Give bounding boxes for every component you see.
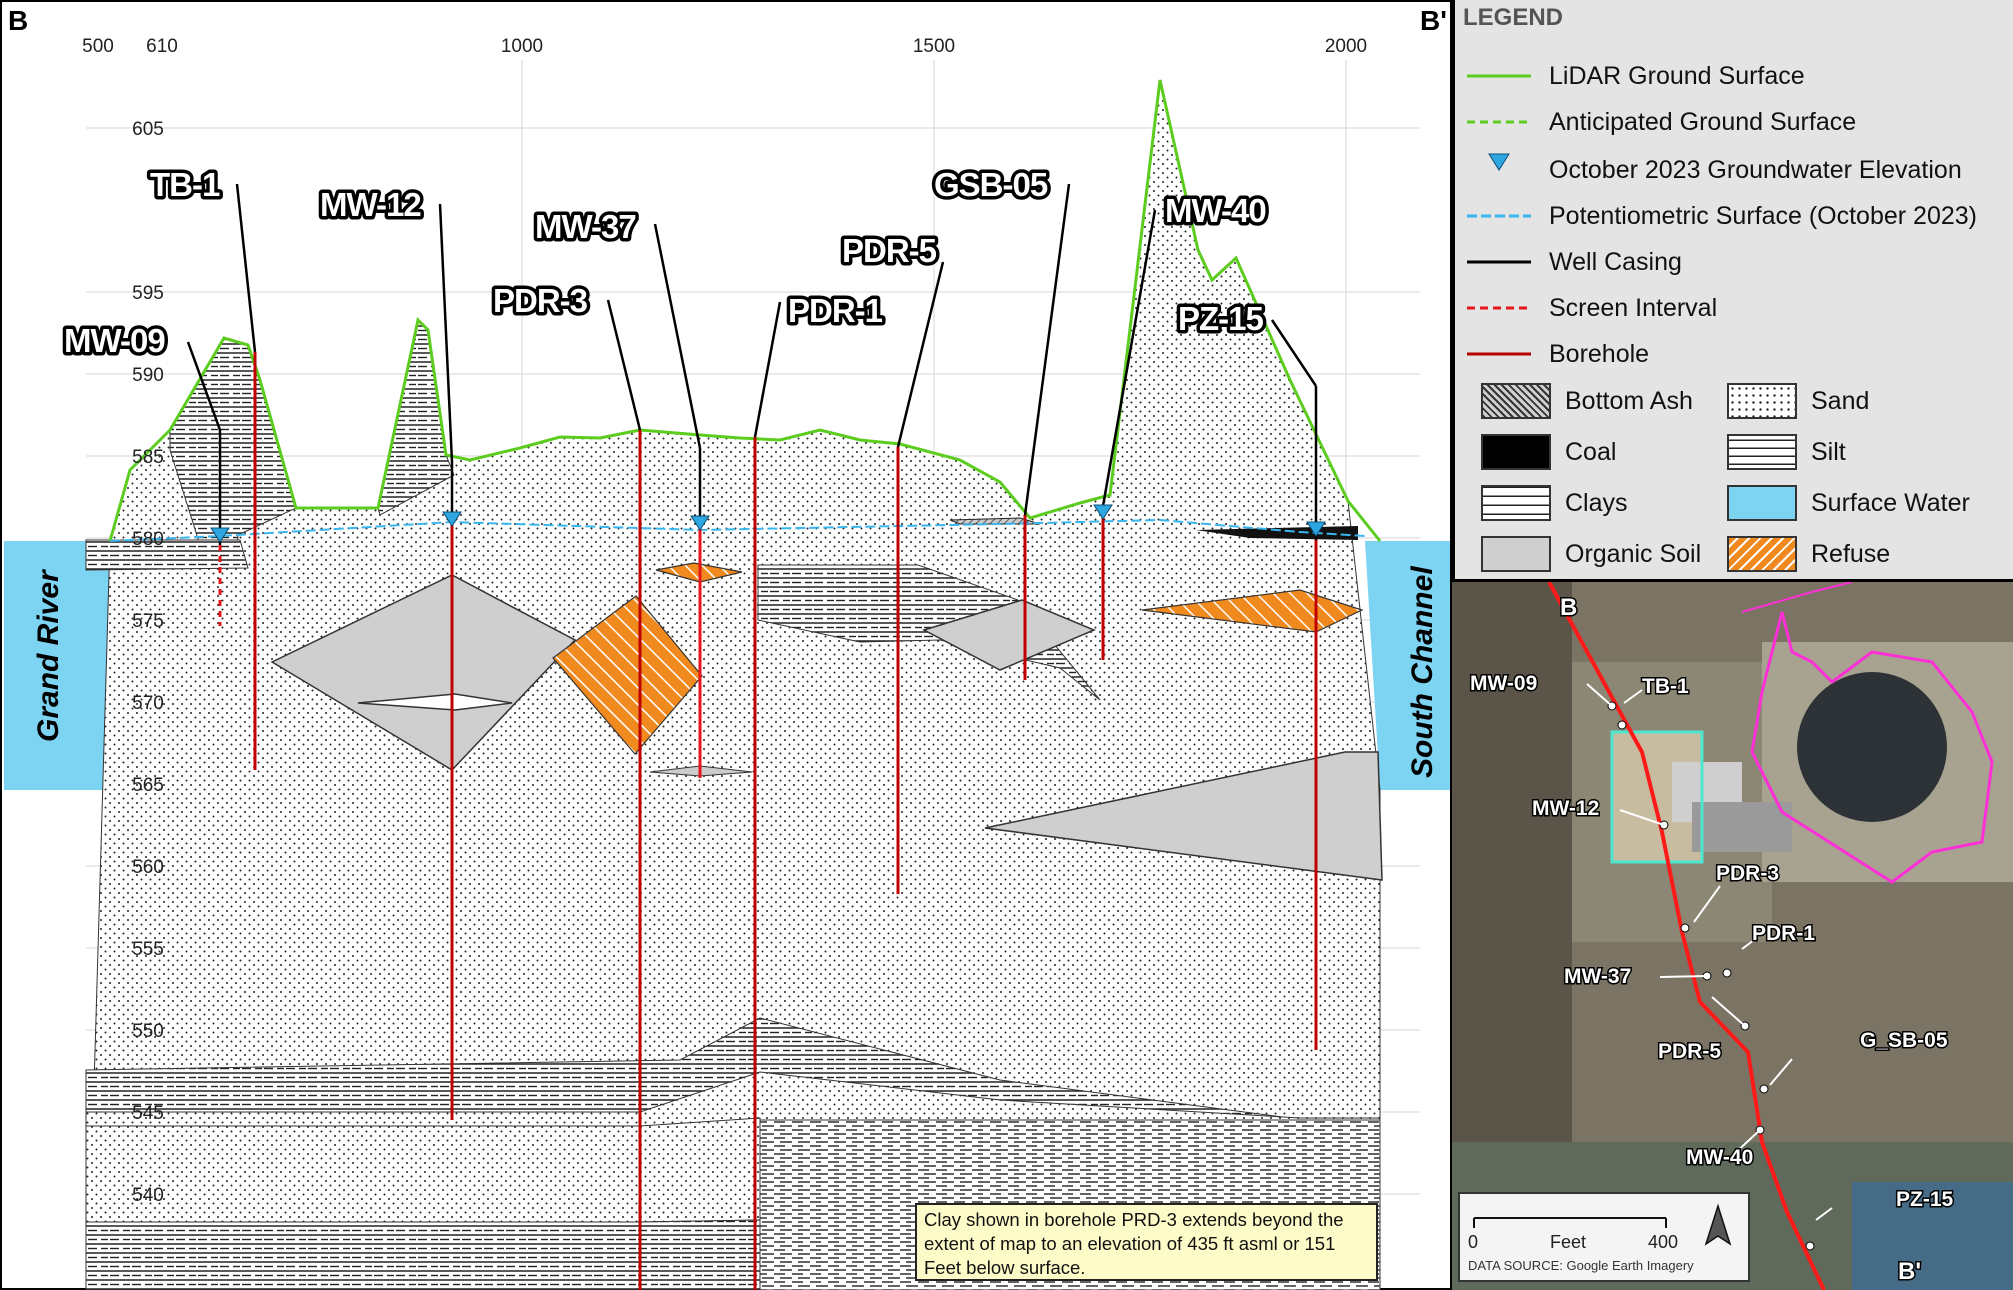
legend-pattern-coal: Coal <box>1481 431 1616 473</box>
groundwater-markers <box>210 504 1326 543</box>
section-end-label: B' <box>1420 5 1447 36</box>
well-label-pz-15: PZ-15 <box>1178 300 1264 337</box>
scale-bar-box: 0 Feet 400 DATA SOURCE: Google Earth Ima… <box>1458 1192 1750 1282</box>
svg-text:550: 550 <box>132 1021 164 1042</box>
svg-text:575: 575 <box>132 611 164 632</box>
cross-section-plot: 500 610 1000 1500 2000 605 595 590 585 5… <box>0 0 1452 1290</box>
legend-panel: LEGEND LiDAR Ground Surface Anticipated … <box>1452 0 2013 582</box>
inset-label-mw-40: MW-40 <box>1684 1145 1754 1171</box>
bottom-ash-swatch <box>1481 383 1551 419</box>
sand-swatch <box>1727 383 1797 419</box>
legend-item-anticipated: Anticipated Ground Surface <box>1463 102 1856 142</box>
grand-river-label: Grand River <box>32 568 65 742</box>
well-label-pdr-1: PDR-1 <box>788 292 883 329</box>
legend-pattern-sand: Sand <box>1727 380 1869 422</box>
inset-aerial-map: B B' MW-09 TB-1 MW-12 PDR-3 PDR-1 MW-37 … <box>1452 582 2013 1290</box>
inset-start-label: B <box>1558 593 1578 623</box>
inset-label-pz-15: PZ-15 <box>1894 1187 1954 1213</box>
legend-pattern-silt: Silt <box>1727 431 1846 473</box>
y-axis-ticks: 605 595 590 585 580 575 570 565 560 555 … <box>132 119 164 1206</box>
inset-label-g-sb-05: G_SB-05 <box>1859 1028 1950 1054</box>
inset-label-mw-37: MW-37 <box>1562 964 1632 990</box>
well-label-pdr-5: PDR-5 <box>842 232 937 269</box>
scale-min: 0 <box>1468 1232 1479 1252</box>
potentiometric-surface <box>109 518 1366 542</box>
solid-green-line-icon <box>1467 74 1531 78</box>
well-label-mw-37: MW-37 <box>535 208 636 245</box>
svg-text:580: 580 <box>132 529 164 550</box>
inset-label-pdr-5: PDR-5 <box>1656 1039 1722 1065</box>
inset-label-mw-09: MW-09 <box>1468 671 1538 697</box>
legend-pattern-surface-water: Surface Water <box>1727 482 1970 524</box>
legend-item-potentiometric: Potentiometric Surface (October 2023) <box>1463 196 1977 236</box>
well-traces <box>218 352 1318 1290</box>
legend-item-screen: Screen Interval <box>1463 288 1717 328</box>
well-label-mw-09: MW-09 <box>64 322 165 359</box>
svg-text:540: 540 <box>132 1185 164 1206</box>
inset-label-mw-12: MW-12 <box>1530 796 1600 822</box>
svg-text:605: 605 <box>132 119 164 140</box>
scale-max: 400 <box>1648 1232 1679 1252</box>
inset-label-tb-1: TB-1 <box>1641 674 1691 700</box>
silt-swatch <box>1727 434 1797 470</box>
clays-swatch <box>1481 485 1551 521</box>
inset-label-pdr-1: PDR-1 <box>1750 921 1816 947</box>
well-label-gsb-05: GSB-05 <box>934 166 1048 203</box>
svg-text:585: 585 <box>132 447 164 468</box>
x-tick: 1000 <box>501 36 543 57</box>
organic-soil-swatch <box>1481 536 1551 572</box>
legend-item-lidar: LiDAR Ground Surface <box>1463 56 1805 96</box>
legend-pattern-organic-soil: Organic Soil <box>1481 533 1701 575</box>
legend-item-well-casing: Well Casing <box>1463 242 1682 282</box>
lidar-ground-surface <box>108 79 1382 542</box>
well-label-mw-12: MW-12 <box>320 186 421 223</box>
inset-label-pdr-3: PDR-3 <box>1714 861 1780 887</box>
inset-end-label: B' <box>1896 1257 1922 1287</box>
data-source: DATA SOURCE: Google Earth Imagery <box>1468 1258 1694 1273</box>
svg-text:565: 565 <box>132 775 164 796</box>
grand-river-water <box>4 541 110 790</box>
black-line-icon <box>1467 260 1531 264</box>
well-label-pdr-3: PDR-3 <box>493 282 588 319</box>
north-arrow-icon <box>1704 1203 1732 1246</box>
inset-leaders <box>1586 683 1833 1221</box>
x-tick: 2000 <box>1325 36 1367 57</box>
surface-water-swatch <box>1727 485 1797 521</box>
south-channel-label: South Channel <box>1406 566 1439 778</box>
scale-unit: Feet <box>1550 1232 1587 1252</box>
svg-text:595: 595 <box>132 283 164 304</box>
dark-red-line-icon <box>1467 352 1531 356</box>
svg-text:570: 570 <box>132 693 164 714</box>
legend-item-groundwater: October 2023 Groundwater Elevation <box>1463 150 1962 190</box>
blue-triangle-icon <box>1488 153 1510 171</box>
dashed-green-line-icon <box>1467 120 1531 124</box>
legend-pattern-bottom-ash: Bottom Ash <box>1481 380 1693 422</box>
legend-pattern-refuse: Refuse <box>1727 533 1890 575</box>
svg-text:555: 555 <box>132 939 164 960</box>
refuse-swatch <box>1727 536 1797 572</box>
dashed-red-line-icon <box>1467 306 1531 310</box>
section-start-label: B <box>8 5 28 36</box>
legend-title: LEGEND <box>1463 4 1564 31</box>
legend-pattern-clays: Clays <box>1481 482 1628 524</box>
svg-text:545: 545 <box>132 1103 164 1124</box>
label-leaders <box>186 183 1318 516</box>
south-channel-water <box>1365 541 1450 790</box>
svg-text:590: 590 <box>132 365 164 386</box>
aerial-imagery <box>1452 582 2013 1290</box>
legend-item-borehole: Borehole <box>1463 334 1649 374</box>
scale-bar-graphic <box>1473 1203 1732 1246</box>
dashed-blue-line-icon <box>1467 214 1531 218</box>
x-tick: 500 <box>82 36 114 57</box>
coal-swatch <box>1481 434 1551 470</box>
svg-text:560: 560 <box>132 857 164 878</box>
well-label-tb-1: TB-1 <box>150 166 220 203</box>
x-tick-first: 610 <box>146 36 178 57</box>
x-tick: 1500 <box>913 36 955 57</box>
well-label-mw-40: MW-40 <box>1165 192 1266 229</box>
clay-extent-note: Clay shown in borehole PRD-3 extends bey… <box>915 1203 1378 1281</box>
